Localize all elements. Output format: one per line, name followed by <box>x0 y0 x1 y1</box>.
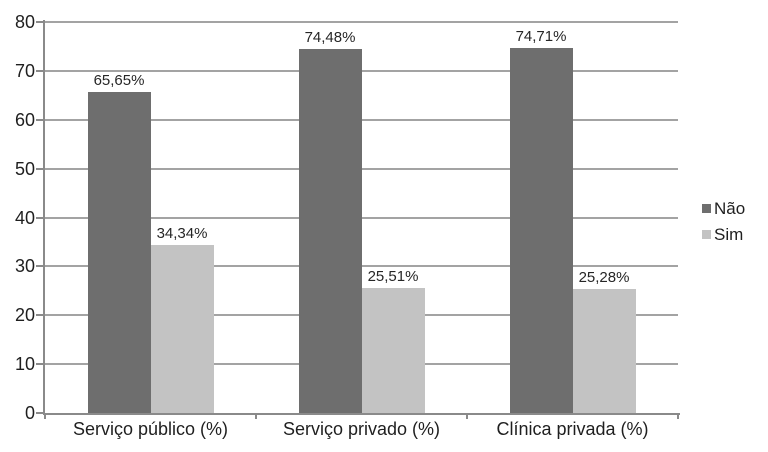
bar-não-0 <box>87 92 151 413</box>
bar-não-2 <box>509 47 573 413</box>
gridline-60 <box>45 118 678 121</box>
gridline-30 <box>45 265 678 268</box>
legend-marker-sim <box>702 230 711 239</box>
legend-label: Não <box>714 199 746 218</box>
gridline-50 <box>45 167 678 170</box>
x-tick-0 <box>44 413 46 419</box>
y-tick-10 <box>36 363 45 366</box>
y-tick-label-70: 70 <box>14 60 35 81</box>
legend-item-não: Não <box>702 199 745 218</box>
bar-value-label: 74,71% <box>515 27 567 45</box>
y-tick-40 <box>36 216 45 219</box>
y-tick-20 <box>36 314 45 317</box>
bar-value-label: 34,34% <box>156 225 208 243</box>
y-tick-50 <box>36 167 45 170</box>
y-tick-label-40: 40 <box>14 207 35 228</box>
x-tick-2 <box>466 413 468 419</box>
y-tick-label-10: 10 <box>14 354 35 375</box>
bar-value-label: 74,48% <box>304 28 356 46</box>
y-tick-label-80: 80 <box>14 12 35 32</box>
gridline-40 <box>45 216 678 219</box>
plot-area: 65,65% 34,34% 74,48% 25,51% 74,71% 25,28% <box>45 21 678 413</box>
y-tick-60 <box>36 118 45 121</box>
bar-sim-0 <box>150 245 214 413</box>
y-tick-label-50: 50 <box>14 158 35 179</box>
y-tick-label-60: 60 <box>14 109 35 130</box>
legend-item-sim: Sim <box>702 225 745 244</box>
bar-value-label: 25,51% <box>367 268 419 286</box>
bar-sim-2 <box>572 289 636 413</box>
x-tick-1 <box>255 413 257 419</box>
y-tick-0 <box>36 412 45 414</box>
y-tick-label-20: 20 <box>14 305 35 326</box>
y-tick-70 <box>36 69 45 72</box>
category-label-0: Serviço público (%) <box>72 419 229 439</box>
x-tick-3 <box>677 413 679 419</box>
y-tick-label-30: 30 <box>14 256 35 277</box>
gridline-70 <box>45 69 678 72</box>
legend-label: Sim <box>714 225 744 244</box>
y-tick-80 <box>36 21 45 23</box>
category-label-2: Clínica privada (%) <box>496 419 649 439</box>
category-label-1: Serviço privado (%) <box>282 419 441 439</box>
y-tick-label-0: 0 <box>24 403 35 423</box>
y-tick-30 <box>36 265 45 268</box>
bar-value-label: 65,65% <box>93 72 145 90</box>
legend: Não Sim <box>702 199 745 251</box>
gridline-80 <box>45 21 678 23</box>
x-axis-line <box>43 413 680 415</box>
bar-não-1 <box>298 48 362 413</box>
bar-value-label: 25,28% <box>578 269 630 287</box>
legend-marker-não <box>702 204 711 213</box>
bar-sim-1 <box>361 288 425 413</box>
